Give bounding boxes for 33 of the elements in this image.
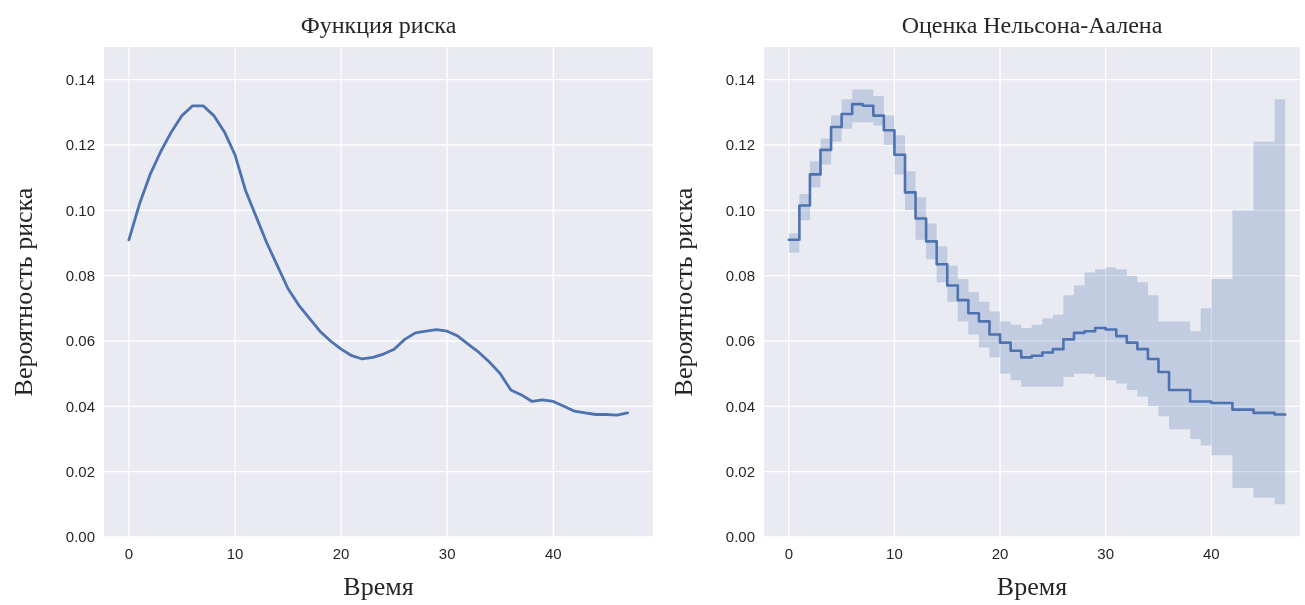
x-tick-label: 40 [544,545,562,562]
y-tick-label: 0.14 [725,70,755,88]
y-tick-label: 0.10 [725,201,755,219]
x-tick-label: 20 [332,545,350,562]
x-tick-label: 0 [784,545,793,562]
y-tick-label: 0.02 [725,462,755,480]
y-tick-label: 0.00 [725,528,755,546]
y-tick-label: 0.06 [725,332,755,350]
y-tick-label: 0.04 [725,397,755,415]
y-tick-label: 0.14 [65,70,95,88]
y-axis-title: Вероятность риска [669,187,698,397]
x-tick-label: 30 [1097,545,1115,562]
x-tick-label: 0 [124,545,134,562]
x-tick-label: 10 [886,545,903,562]
y-tick-label: 0.10 [65,201,95,219]
y-tick-label: 0.12 [725,136,755,154]
x-tick-label: 10 [226,545,244,562]
x-tick-label: 40 [1202,545,1220,562]
chart-title: Функция риска [300,12,457,38]
x-tick-label: 30 [438,545,456,562]
y-tick-label: 0.06 [65,332,95,350]
x-axis-title: Время [996,572,1068,601]
y-tick-label: 0.00 [65,528,95,546]
chart-title: Оценка Нельсона-Аалена [901,12,1163,38]
y-tick-label: 0.08 [65,266,95,284]
y-tick-label: 0.04 [65,397,95,415]
y-tick-label: 0.08 [725,266,755,284]
y-tick-label: 0.02 [65,462,95,480]
x-axis-title: Время [343,572,414,601]
x-tick-label: 20 [991,545,1009,562]
line-series [127,104,629,417]
y-tick-label: 0.12 [65,136,95,154]
y-axis-title: Вероятность риска [9,187,38,397]
